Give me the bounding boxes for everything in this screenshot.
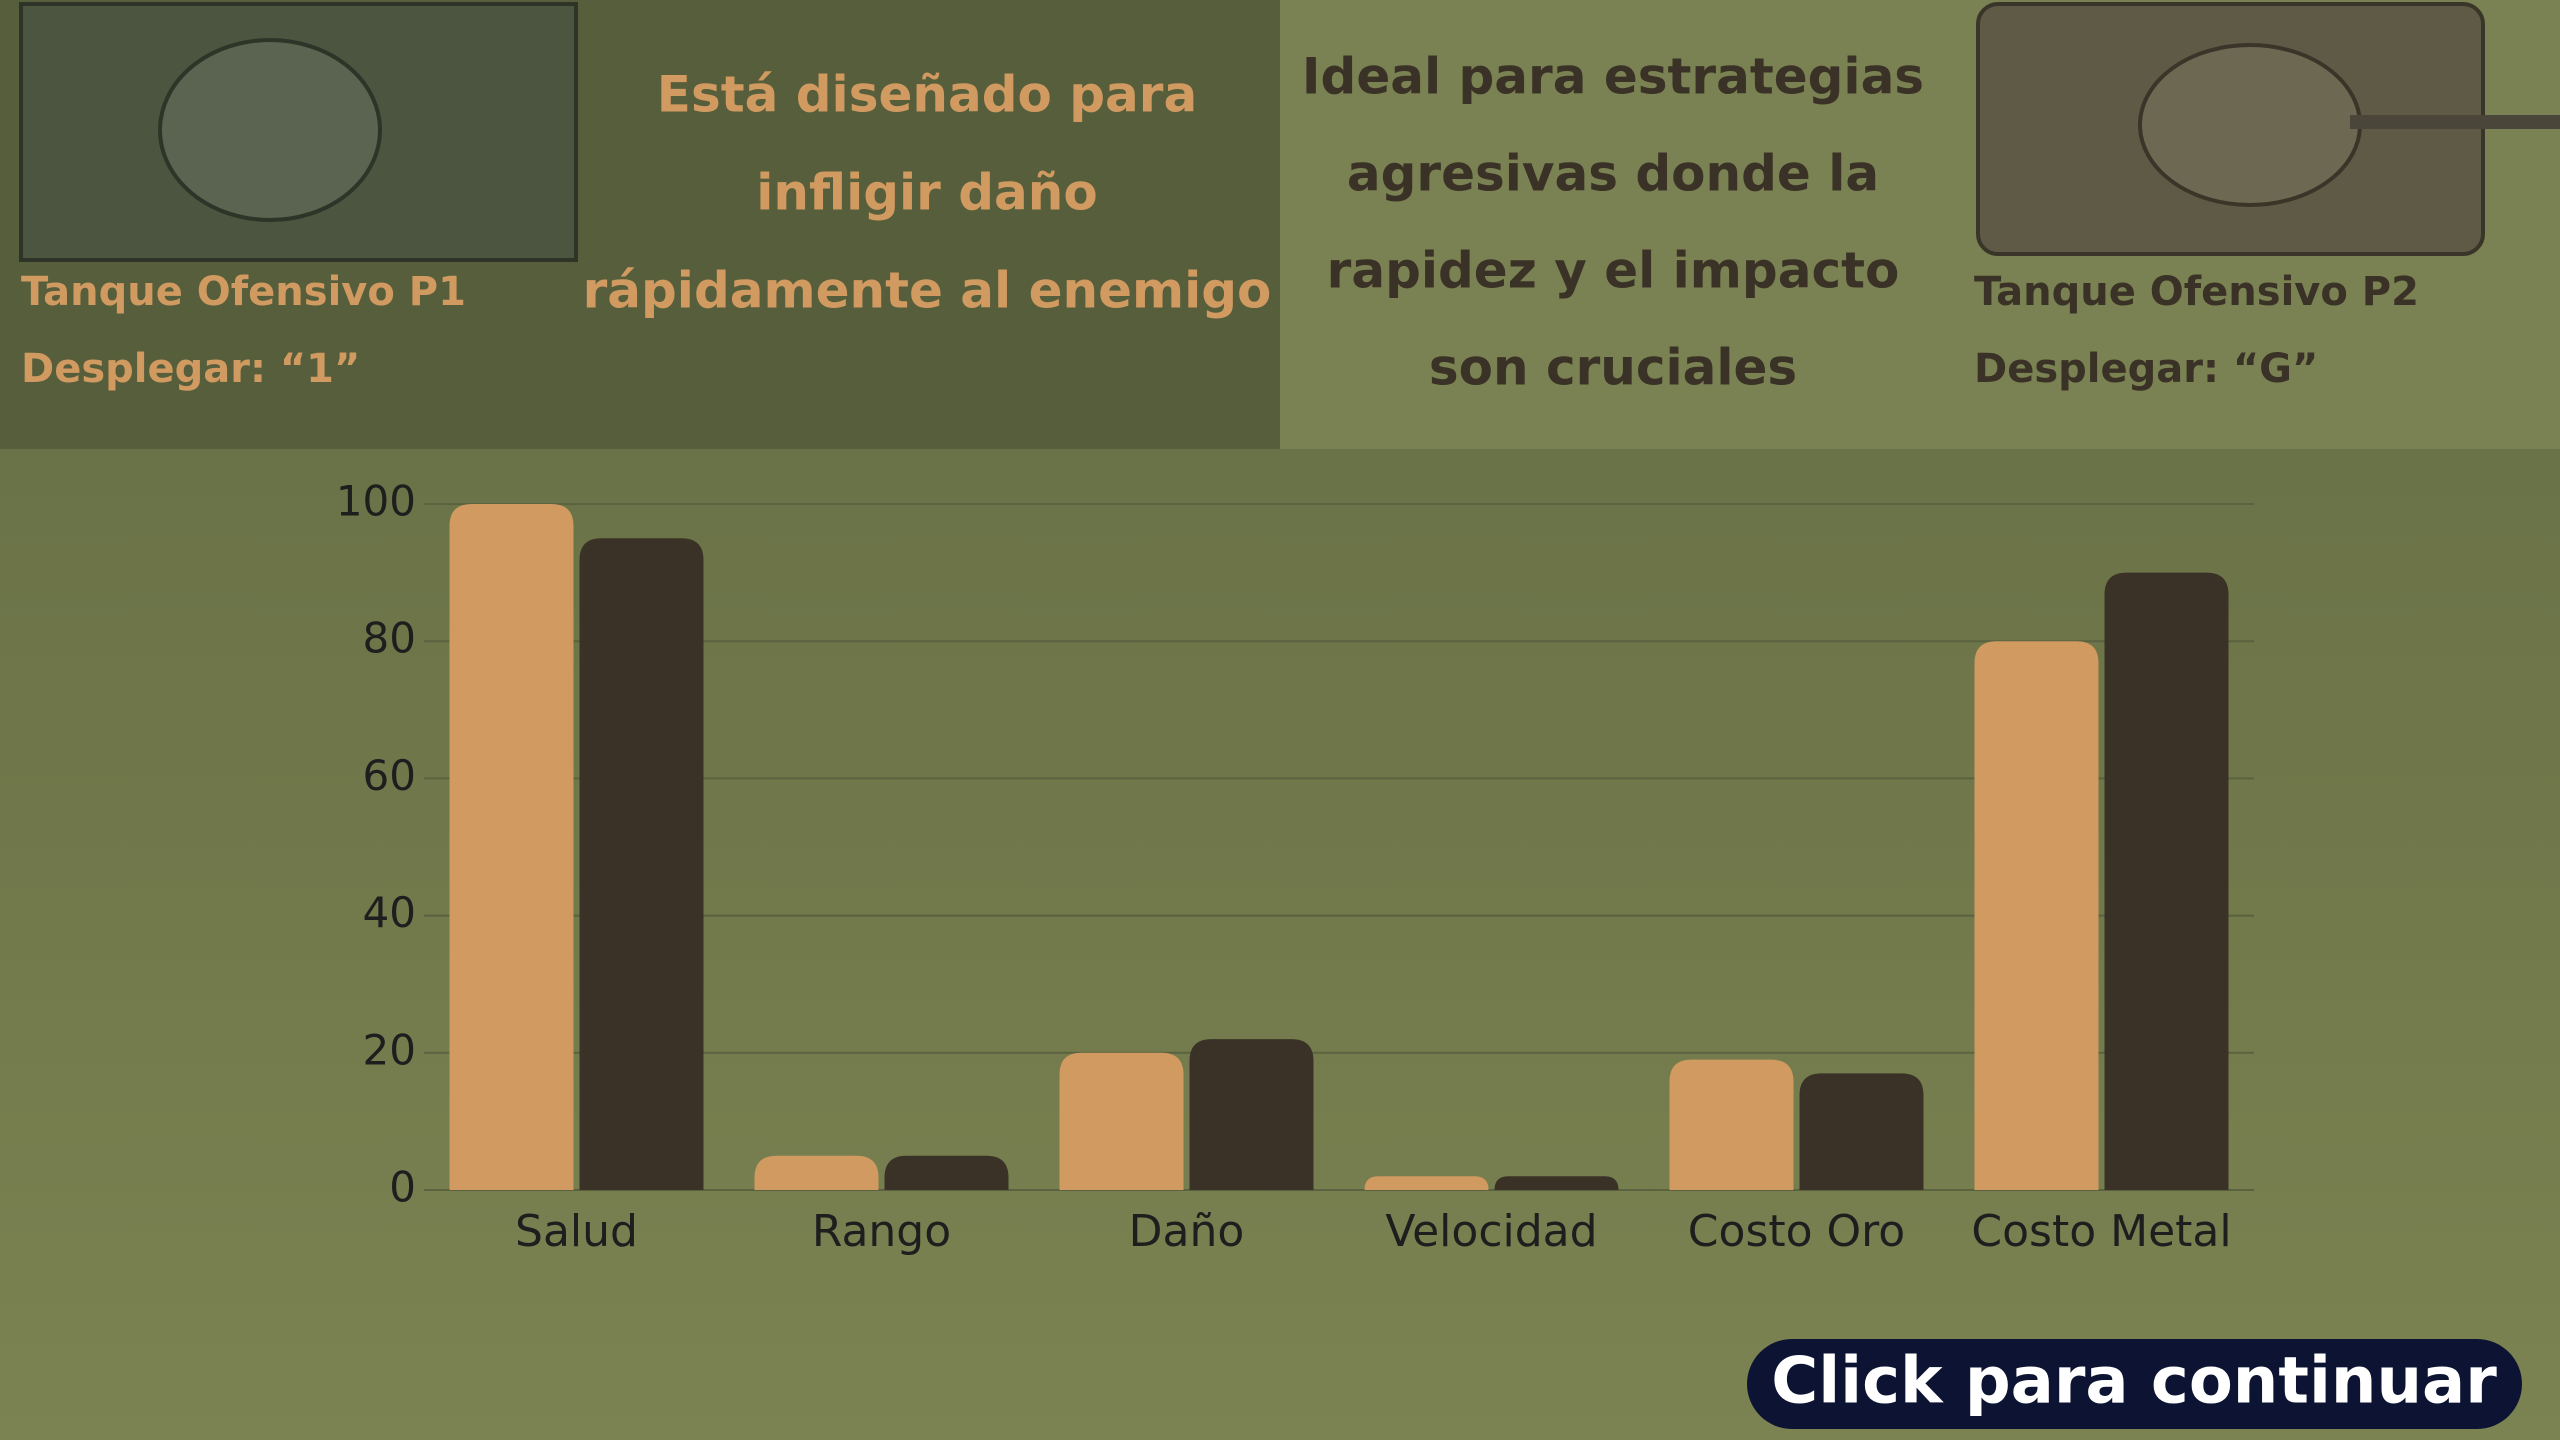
description-line: rápidamente al enemigo <box>583 262 1272 320</box>
tank-turret-p1 <box>158 38 382 222</box>
tank-name: Tanque Ofensivo P2 <box>1974 269 2419 315</box>
deploy-key: Desplegar: “1” <box>21 346 360 392</box>
x-tick-label: Daño <box>1129 1206 1245 1257</box>
bar <box>2104 572 2229 1190</box>
y-tick-label: 100 <box>336 477 416 526</box>
bar <box>1494 1176 1619 1190</box>
description-line: agresivas donde la <box>1347 145 1879 203</box>
description-line: son cruciales <box>1429 339 1797 397</box>
description-line: rapidez y el impacto <box>1327 242 1900 300</box>
deploy-key: Desplegar: “G” <box>1974 346 2318 392</box>
tank-name: Tanque Ofensivo P1 <box>21 269 466 315</box>
description-line: infligir daño <box>756 164 1097 222</box>
y-tick-label: 0 <box>389 1163 416 1212</box>
bar <box>1974 641 2099 1190</box>
bar <box>579 538 704 1190</box>
bar <box>1669 1059 1794 1190</box>
bar <box>1799 1073 1924 1190</box>
y-tick-label: 80 <box>363 614 416 663</box>
bar <box>884 1155 1009 1190</box>
bar <box>449 504 574 1190</box>
y-tick-label: 60 <box>363 751 416 800</box>
x-tick-label: Costo Oro <box>1688 1206 1905 1257</box>
x-tick-label: Velocidad <box>1385 1206 1597 1257</box>
y-tick-label: 20 <box>363 1025 416 1074</box>
description-line: Está diseñado para <box>657 66 1197 124</box>
bar <box>754 1155 879 1190</box>
bar <box>1059 1052 1184 1190</box>
x-tick-label: Rango <box>812 1206 951 1257</box>
bar <box>1364 1176 1489 1190</box>
bar <box>1189 1039 1314 1190</box>
button[interactable]: Click para continuar <box>1747 1339 2522 1429</box>
tank-turret-p2 <box>2138 43 2362 207</box>
description-line: Ideal para estrategias <box>1302 48 1924 106</box>
y-tick-label: 40 <box>363 888 416 937</box>
x-tick-label: Costo Metal <box>1971 1206 2231 1257</box>
button-label[interactable]: Click para continuar <box>1771 1345 2497 1419</box>
tank-gun-p2 <box>2350 115 2560 129</box>
x-tick-label: Salud <box>515 1206 638 1257</box>
button-bg[interactable] <box>1747 1339 2522 1429</box>
